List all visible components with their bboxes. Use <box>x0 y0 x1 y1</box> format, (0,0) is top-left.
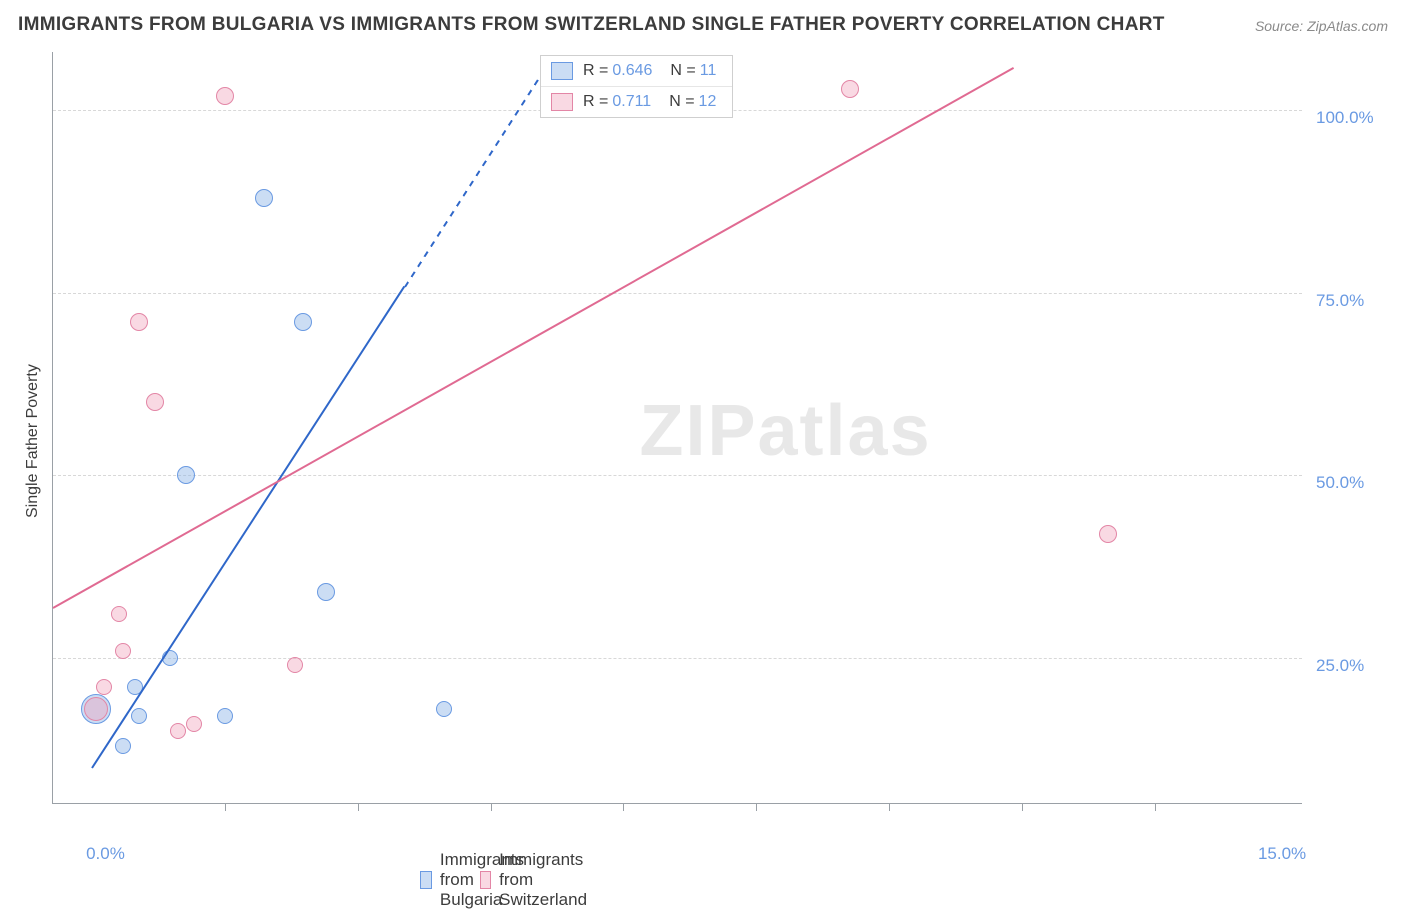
scatter-point <box>294 313 312 331</box>
scatter-point <box>170 723 186 739</box>
x-tick <box>889 803 890 811</box>
scatter-point <box>146 393 164 411</box>
trend-line <box>53 67 1015 609</box>
scatter-point <box>216 87 234 105</box>
scatter-point <box>186 716 202 732</box>
x-tick-label: 0.0% <box>86 844 125 864</box>
y-tick-label: 25.0% <box>1316 656 1364 676</box>
legend-row: R =0.646 N = 11 <box>541 56 732 86</box>
grid-line <box>53 658 1302 659</box>
scatter-point <box>111 606 127 622</box>
legend-swatch <box>551 93 573 111</box>
scatter-point <box>115 643 131 659</box>
legend-r-label: R = <box>583 62 608 80</box>
legend-r-value: 0.711 <box>612 93 651 111</box>
scatter-point <box>841 80 859 98</box>
x-tick <box>1022 803 1023 811</box>
scatter-point <box>255 189 273 207</box>
legend-series-item: Immigrants from Switzerland <box>480 850 598 910</box>
legend-r-label: R = <box>583 93 608 111</box>
legend-n-label: N = <box>670 62 695 80</box>
watermark: ZIPatlas <box>640 390 932 472</box>
scatter-point <box>130 313 148 331</box>
y-axis-label: Single Father Poverty <box>24 364 42 518</box>
grid-line <box>53 475 1302 476</box>
scatter-point <box>287 657 303 673</box>
y-tick-label: 100.0% <box>1316 108 1374 128</box>
legend-correlation: R =0.646N =11R =0.711N =12 <box>540 55 733 118</box>
legend-series-label: Immigrants from Switzerland <box>499 850 598 910</box>
y-tick-label: 75.0% <box>1316 291 1364 311</box>
legend-n-label: N = <box>669 93 694 111</box>
legend-row: R =0.711 N = 12 <box>541 86 732 117</box>
x-tick-label: 15.0% <box>1258 844 1306 864</box>
y-tick-label: 50.0% <box>1316 473 1364 493</box>
legend-swatch <box>480 871 491 889</box>
x-tick <box>756 803 757 811</box>
legend-r-value: 0.646 <box>612 62 652 80</box>
grid-line <box>53 293 1302 294</box>
legend-n-value: 11 <box>700 62 717 80</box>
scatter-point <box>436 701 452 717</box>
x-tick <box>358 803 359 811</box>
legend-swatch <box>551 62 573 80</box>
legend-swatch <box>420 871 432 889</box>
scatter-point <box>177 466 195 484</box>
scatter-point <box>131 708 147 724</box>
x-tick <box>1155 803 1156 811</box>
chart-title: IMMIGRANTS FROM BULGARIA VS IMMIGRANTS F… <box>18 14 1165 36</box>
scatter-point <box>84 697 108 721</box>
x-tick <box>491 803 492 811</box>
x-tick <box>623 803 624 811</box>
scatter-point <box>317 583 335 601</box>
scatter-point <box>115 738 131 754</box>
scatter-point <box>1099 525 1117 543</box>
legend-n-value: 12 <box>699 93 717 111</box>
x-tick <box>225 803 226 811</box>
trend-line-dashed <box>404 67 546 287</box>
trend-line <box>91 286 405 769</box>
chart-source: Source: ZipAtlas.com <box>1255 18 1388 34</box>
scatter-point <box>217 708 233 724</box>
scatter-point <box>96 679 112 695</box>
